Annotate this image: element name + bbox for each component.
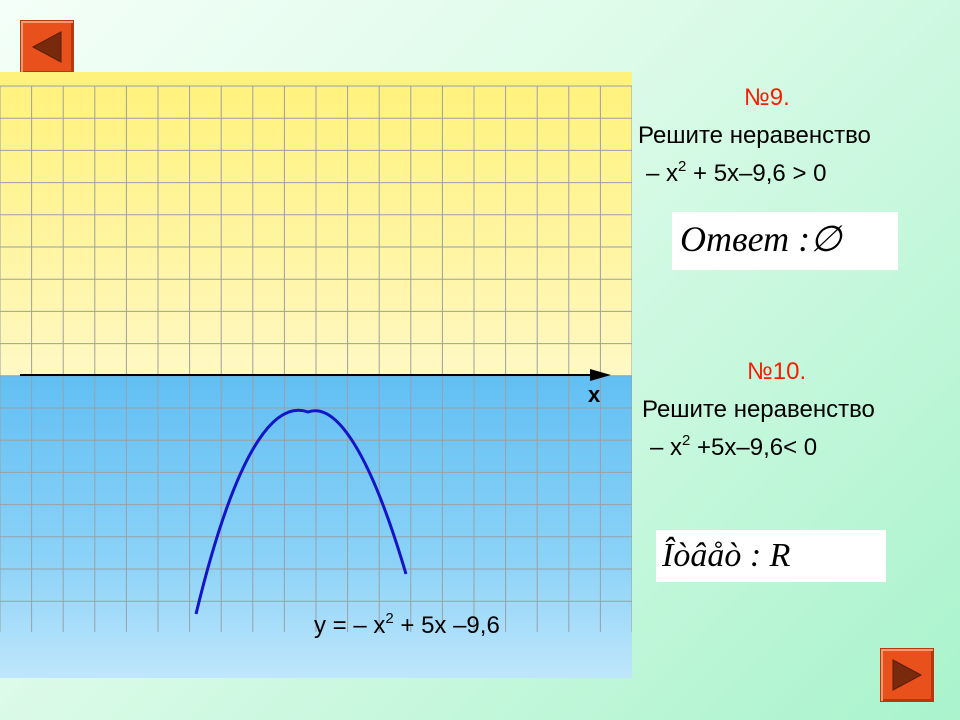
problem10-ineq-exponent: 2 — [682, 432, 691, 449]
function-label: y = – x2 + 5x –9,6 — [314, 610, 500, 640]
previous-slide-button[interactable] — [20, 20, 74, 74]
x-axis-label: x — [588, 382, 601, 407]
function-label-prefix: y = – x — [314, 612, 386, 639]
problem10-number: №10. — [747, 358, 807, 385]
function-label-exponent: 2 — [385, 610, 394, 627]
problem10-ineq-suffix: +5x–9,6< 0 — [690, 434, 818, 461]
graph-panel: x y = – x2 + 5x –9,6 — [0, 72, 632, 678]
triangle-left-icon — [31, 31, 62, 63]
coordinate-grid — [0, 85, 632, 632]
problem9-answer: Ответ :∅ — [672, 212, 898, 270]
problem10-ineq-prefix: – x — [650, 434, 683, 461]
problem9-inequality: – x2 + 5x–9,6 > 0 — [646, 158, 827, 188]
problem10-inequality: – x2 +5x–9,6< 0 — [650, 432, 818, 462]
grid-lines — [0, 85, 632, 632]
problem9-instruction: Решите неравенство — [638, 122, 871, 149]
problem9-ineq-prefix: – x — [646, 160, 679, 187]
next-slide-button[interactable] — [880, 648, 934, 702]
parabola-curve — [194, 408, 408, 615]
problem9-number: №9. — [744, 84, 790, 111]
x-axis-arrow — [590, 369, 611, 381]
problem9-ineq-exponent: 2 — [678, 158, 687, 175]
problem10-instruction: Решите неравенство — [642, 396, 875, 423]
function-label-suffix: + 5x –9,6 — [393, 612, 500, 639]
triangle-right-icon — [892, 659, 923, 691]
problem9-ineq-suffix: + 5x–9,6 > 0 — [686, 160, 827, 187]
problem10-answer: Îòâåò : R — [656, 530, 886, 582]
